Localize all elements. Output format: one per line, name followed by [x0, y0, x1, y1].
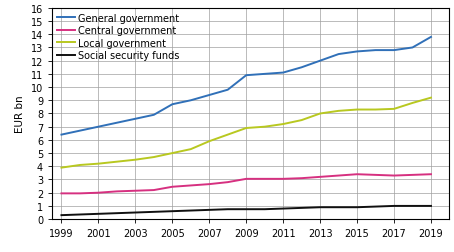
Social security funds [299, 207, 304, 210]
General government [207, 94, 212, 97]
Line: General government: General government [61, 38, 431, 135]
Social security funds [317, 206, 323, 209]
Central government [336, 174, 341, 177]
Local government [355, 109, 360, 112]
Local government [77, 164, 83, 167]
Local government [317, 112, 323, 115]
Central government [96, 192, 101, 195]
Local government [410, 102, 415, 105]
Local government [243, 127, 249, 130]
Central government [391, 174, 397, 177]
Social security funds [243, 208, 249, 211]
Central government [77, 192, 83, 195]
Central government [151, 189, 157, 192]
Local government [96, 163, 101, 166]
Social security funds [207, 208, 212, 211]
Central government [355, 173, 360, 176]
General government [59, 134, 64, 137]
General government [410, 47, 415, 50]
Legend: General government, Central government, Local government, Social security funds: General government, Central government, … [55, 12, 182, 63]
Social security funds [96, 212, 101, 215]
Social security funds [336, 206, 341, 209]
Line: Social security funds: Social security funds [61, 206, 431, 215]
General government [355, 51, 360, 54]
Central government [59, 192, 64, 195]
Social security funds [114, 212, 119, 215]
Central government [225, 181, 231, 184]
General government [391, 49, 397, 52]
Social security funds [373, 205, 378, 208]
Social security funds [281, 207, 286, 210]
Central government [299, 177, 304, 180]
Local government [299, 119, 304, 122]
Social security funds [77, 213, 83, 216]
General government [317, 60, 323, 63]
General government [262, 73, 267, 76]
Central government [410, 174, 415, 177]
General government [336, 53, 341, 56]
Central government [373, 174, 378, 177]
Social security funds [59, 214, 64, 217]
General government [225, 89, 231, 92]
Local government [188, 148, 193, 151]
General government [151, 114, 157, 117]
Local government [59, 166, 64, 169]
Local government [133, 159, 138, 162]
General government [170, 103, 175, 106]
Social security funds [262, 208, 267, 211]
Local government [281, 123, 286, 126]
Local government [336, 110, 341, 113]
Central government [243, 178, 249, 181]
Central government [170, 185, 175, 188]
General government [299, 67, 304, 70]
Central government [207, 183, 212, 186]
General government [133, 118, 138, 121]
Social security funds [355, 206, 360, 209]
Central government [317, 176, 323, 179]
Social security funds [133, 211, 138, 214]
General government [373, 49, 378, 52]
Local government [428, 97, 434, 100]
General government [243, 74, 249, 77]
Local government [207, 140, 212, 143]
General government [77, 130, 83, 133]
Social security funds [188, 209, 193, 212]
Central government [262, 178, 267, 181]
Y-axis label: EUR bn: EUR bn [15, 95, 25, 133]
Social security funds [151, 210, 157, 213]
Social security funds [410, 205, 415, 208]
General government [188, 99, 193, 102]
General government [96, 126, 101, 129]
General government [281, 72, 286, 75]
Local government [170, 152, 175, 155]
Local government [114, 161, 119, 164]
Social security funds [170, 210, 175, 213]
Social security funds [391, 205, 397, 208]
Line: Central government: Central government [61, 175, 431, 194]
Local government [262, 126, 267, 129]
Local government [373, 109, 378, 112]
Central government [188, 184, 193, 187]
General government [428, 36, 434, 39]
Central government [281, 178, 286, 181]
Local government [391, 108, 397, 111]
Central government [114, 190, 119, 193]
Line: Local government: Local government [61, 98, 431, 168]
Social security funds [428, 205, 434, 208]
General government [114, 122, 119, 125]
Central government [133, 190, 138, 193]
Local government [225, 134, 231, 137]
Central government [428, 173, 434, 176]
Social security funds [225, 208, 231, 211]
Local government [151, 156, 157, 159]
